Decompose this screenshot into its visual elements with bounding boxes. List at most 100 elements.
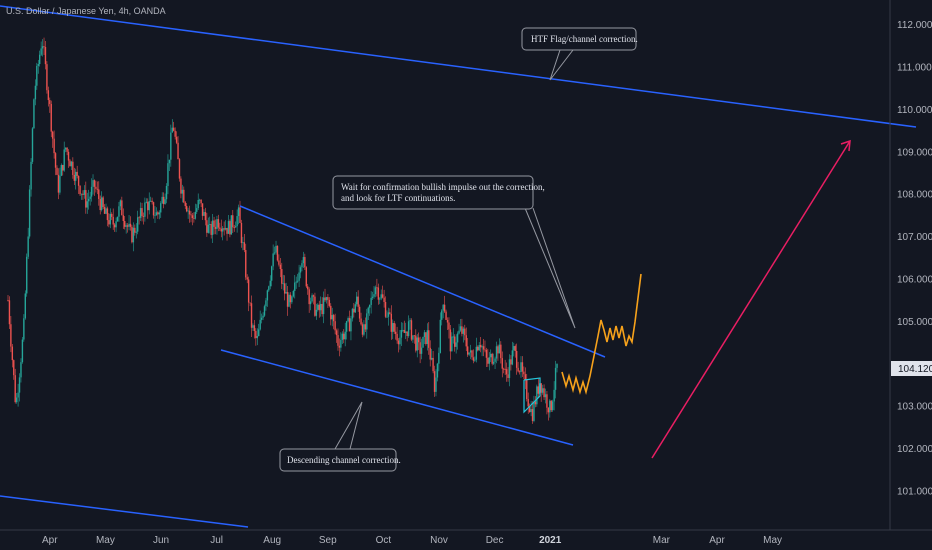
target-arrow[interactable] — [651, 139, 851, 459]
candle-body — [439, 319, 441, 353]
callout-pointer — [334, 401, 363, 450]
candle-body — [461, 326, 463, 334]
htf-channel-upper-line[interactable] — [0, 5, 917, 128]
candle-body — [402, 329, 404, 331]
candle-body — [268, 286, 270, 291]
candle-body — [279, 264, 282, 270]
candle-body — [357, 296, 359, 307]
candle-body — [390, 313, 393, 332]
candle-body — [70, 161, 73, 167]
candle-body — [233, 227, 235, 229]
candle-body — [262, 315, 264, 318]
candle-body — [282, 283, 284, 285]
candle-body — [60, 165, 63, 176]
candle-body — [363, 324, 365, 335]
candle-body — [469, 350, 472, 353]
candle-body — [520, 362, 522, 372]
candle-body — [121, 200, 123, 216]
candle-body — [256, 336, 258, 339]
price-tick-label: 107.000 — [897, 232, 932, 243]
callout-text: HTF Flag/channel correction. — [531, 34, 638, 44]
candle-body — [510, 359, 512, 365]
candle-body — [304, 257, 306, 268]
candle-body — [219, 227, 221, 229]
candle-body — [145, 201, 148, 203]
candle-body — [332, 315, 335, 322]
candle-body — [232, 215, 234, 228]
candle-body — [243, 242, 246, 251]
candle-body — [43, 46, 45, 48]
candle-body — [422, 336, 424, 348]
callout-wait-confirmation[interactable]: Wait for confirmation bullish impulse ou… — [332, 175, 576, 329]
candle-body — [63, 149, 65, 171]
candle-body — [85, 190, 87, 208]
htf-channel-lower-line[interactable] — [0, 495, 249, 528]
candle-body — [377, 287, 380, 300]
callout-text: Descending channel correction. — [287, 455, 401, 465]
candle-body — [276, 245, 279, 261]
candle-body — [220, 228, 222, 232]
candle-body — [351, 308, 354, 319]
last-price-value: 104.120 — [898, 364, 932, 375]
candle-body — [497, 346, 499, 354]
candle-body — [217, 219, 220, 228]
descending-channel-upper-line[interactable] — [239, 205, 606, 358]
candle-body — [387, 312, 390, 317]
candle-body — [95, 186, 97, 189]
callout-descending-channel[interactable]: Descending channel correction. — [279, 401, 401, 472]
candle-body — [356, 296, 358, 305]
candle-body — [302, 257, 305, 264]
candle-body — [211, 220, 214, 235]
candle-body — [347, 318, 349, 322]
candle-body — [249, 302, 251, 304]
candle-body — [122, 215, 124, 221]
candle-body — [417, 337, 420, 343]
candle-body — [330, 305, 332, 320]
candle-body — [472, 357, 475, 361]
candle-body — [394, 331, 397, 334]
candle-body — [20, 362, 22, 378]
candle-body — [413, 335, 416, 337]
candle-body — [546, 394, 548, 408]
time-axis[interactable]: Apr May Jun Jul Aug Sep Oct Nov Dec 2021 Mar Apr May — [42, 535, 782, 546]
price-axis[interactable]: 112.000 111.000 110.000 109.000 108.000 107.0… — [897, 20, 932, 497]
candle-body — [187, 210, 189, 212]
candle-body — [167, 163, 169, 186]
candle-body — [536, 386, 538, 405]
candle-body — [161, 196, 163, 204]
candle-body — [420, 347, 423, 354]
candle-body — [428, 330, 430, 348]
candle-body — [92, 180, 94, 187]
candle-body — [314, 296, 316, 316]
candle-body — [269, 280, 271, 287]
callout-htf-flag[interactable]: HTF Flag/channel correction. — [521, 27, 638, 81]
candle-body — [180, 178, 182, 194]
candle-body — [491, 353, 493, 364]
candle-body — [141, 208, 143, 217]
candle-body — [503, 368, 505, 370]
descending-channel-lower-line[interactable] — [220, 349, 574, 446]
candle-body — [273, 252, 276, 254]
candle-body — [170, 132, 172, 160]
candle-body — [556, 363, 558, 368]
candle-body — [67, 151, 70, 161]
price-tick-label: 103.000 — [897, 402, 932, 413]
candle-body — [281, 269, 283, 284]
candle-body — [370, 297, 372, 305]
candle-body — [511, 350, 514, 365]
candle-body — [236, 216, 238, 227]
candle-body — [47, 90, 50, 101]
candle-body — [142, 216, 145, 217]
bullish-projection-path[interactable] — [561, 273, 642, 396]
ltf-flag-shape[interactable] — [523, 377, 541, 414]
candle-body — [44, 47, 47, 65]
price-tick-label: 102.000 — [897, 444, 932, 455]
candle-body — [213, 220, 215, 227]
candle-body — [452, 336, 454, 338]
candle-body — [392, 323, 394, 332]
candle-body — [158, 212, 161, 215]
candle-body — [299, 267, 302, 273]
candle-body — [201, 203, 204, 216]
candle-body — [216, 219, 218, 229]
